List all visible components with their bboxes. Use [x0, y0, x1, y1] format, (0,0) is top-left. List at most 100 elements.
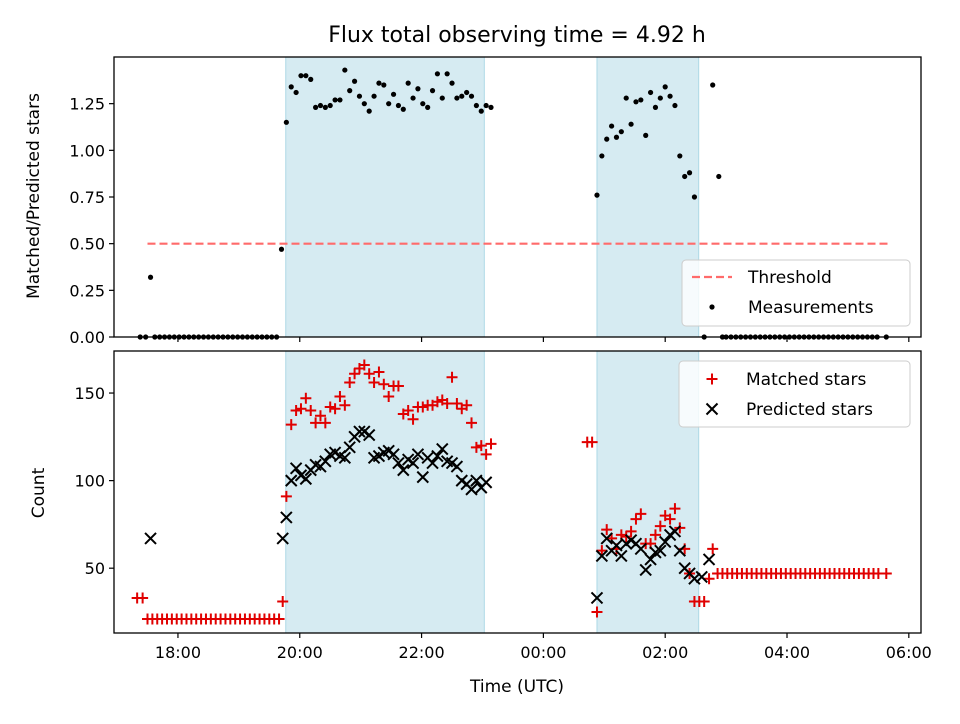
data-point [344, 377, 356, 389]
data-point [488, 104, 494, 110]
data-point [400, 106, 406, 112]
legend-label: Predicted stars [746, 400, 873, 420]
data-point [434, 71, 441, 77]
data-point [480, 448, 492, 460]
data-point [600, 532, 613, 545]
data-point [303, 73, 309, 79]
data-point [402, 405, 414, 417]
data-point [691, 194, 698, 200]
data-point [310, 417, 322, 429]
data-point [351, 78, 358, 84]
data-point [147, 274, 154, 280]
series-predicted-stars [144, 425, 716, 605]
data-point [405, 80, 411, 86]
data-point [378, 378, 390, 390]
data-point [628, 121, 634, 127]
y-tick-label: 0.75 [69, 188, 105, 207]
x-axis-label: Time (UTC) [469, 677, 564, 697]
data-point [644, 553, 657, 566]
data-point [702, 553, 716, 566]
x-tick-label: 02:00 [642, 643, 688, 662]
data-point [470, 474, 483, 487]
data-point [686, 170, 693, 176]
data-point [342, 67, 348, 73]
data-point [470, 441, 482, 453]
y-tick-label: 0.00 [69, 328, 105, 347]
legend-label: Matched stars [746, 370, 866, 390]
data-point [280, 490, 292, 502]
data-point [635, 508, 647, 520]
legend: Matched stars Predicted stars [678, 360, 911, 428]
x-tick-label: 22:00 [399, 643, 445, 662]
data-point [429, 88, 436, 94]
data-point [464, 89, 470, 96]
data-point [643, 132, 649, 138]
data-point [668, 525, 682, 538]
data-point [327, 102, 333, 109]
data-point [371, 93, 377, 99]
data-point [483, 102, 489, 109]
data-point [397, 463, 410, 477]
legend-label: Threshold [747, 268, 832, 288]
data-point [373, 366, 385, 378]
data-point [441, 398, 453, 410]
legend: Threshold Measurements [681, 259, 911, 327]
data-point [368, 377, 380, 389]
data-point [353, 425, 366, 438]
data-point [426, 456, 439, 470]
ratio-y-axis-label: Matched/Predicted stars [24, 93, 44, 299]
data-point [468, 93, 475, 99]
data-point [444, 71, 450, 77]
data-point [649, 529, 661, 541]
x-tick-label: 06:00 [886, 643, 932, 662]
data-point [601, 524, 613, 536]
series-matched-stars [131, 359, 892, 625]
data-point [317, 102, 324, 109]
data-point [425, 104, 431, 110]
data-point [319, 455, 332, 468]
count-y-axis-label: Count [29, 467, 49, 518]
legend-box [681, 259, 911, 327]
shaded-span [285, 350, 485, 634]
data-point [710, 82, 716, 88]
data-point [334, 391, 346, 403]
legend-matched-swatch [706, 373, 718, 385]
data-point [667, 93, 673, 99]
data-point [604, 136, 610, 142]
data-point [329, 403, 341, 415]
data-point [672, 102, 678, 109]
data-point [137, 592, 149, 604]
data-point [703, 573, 715, 585]
data-point [654, 544, 667, 557]
legend-box [678, 360, 911, 428]
data-point [339, 399, 351, 411]
data-point [332, 97, 338, 103]
data-point [407, 413, 419, 425]
data-point [144, 532, 157, 545]
data-point [698, 595, 710, 607]
data-point [298, 73, 304, 79]
data-point [420, 101, 426, 107]
data-point [417, 401, 429, 413]
data-point [880, 567, 892, 579]
data-point [392, 380, 404, 392]
data-point [338, 451, 352, 465]
data-point [594, 192, 600, 198]
data-point [415, 86, 421, 92]
x-tick-label: 04:00 [764, 643, 810, 662]
data-point [610, 539, 623, 552]
chart-title: Flux total observing time = 4.92 h [328, 23, 706, 48]
x-tick-label: 18:00 [155, 643, 201, 662]
data-point [658, 535, 672, 549]
data-point [446, 371, 458, 383]
data-point [276, 532, 289, 545]
legend-label: Measurements [748, 298, 874, 318]
data-point [647, 89, 654, 96]
data-point [634, 542, 648, 556]
y-tick-label: 0.25 [69, 281, 105, 300]
legend-measurements-swatch [709, 304, 715, 310]
data-point [300, 392, 312, 404]
data-point [613, 134, 620, 140]
data-point [590, 591, 604, 605]
data-point [479, 476, 493, 489]
